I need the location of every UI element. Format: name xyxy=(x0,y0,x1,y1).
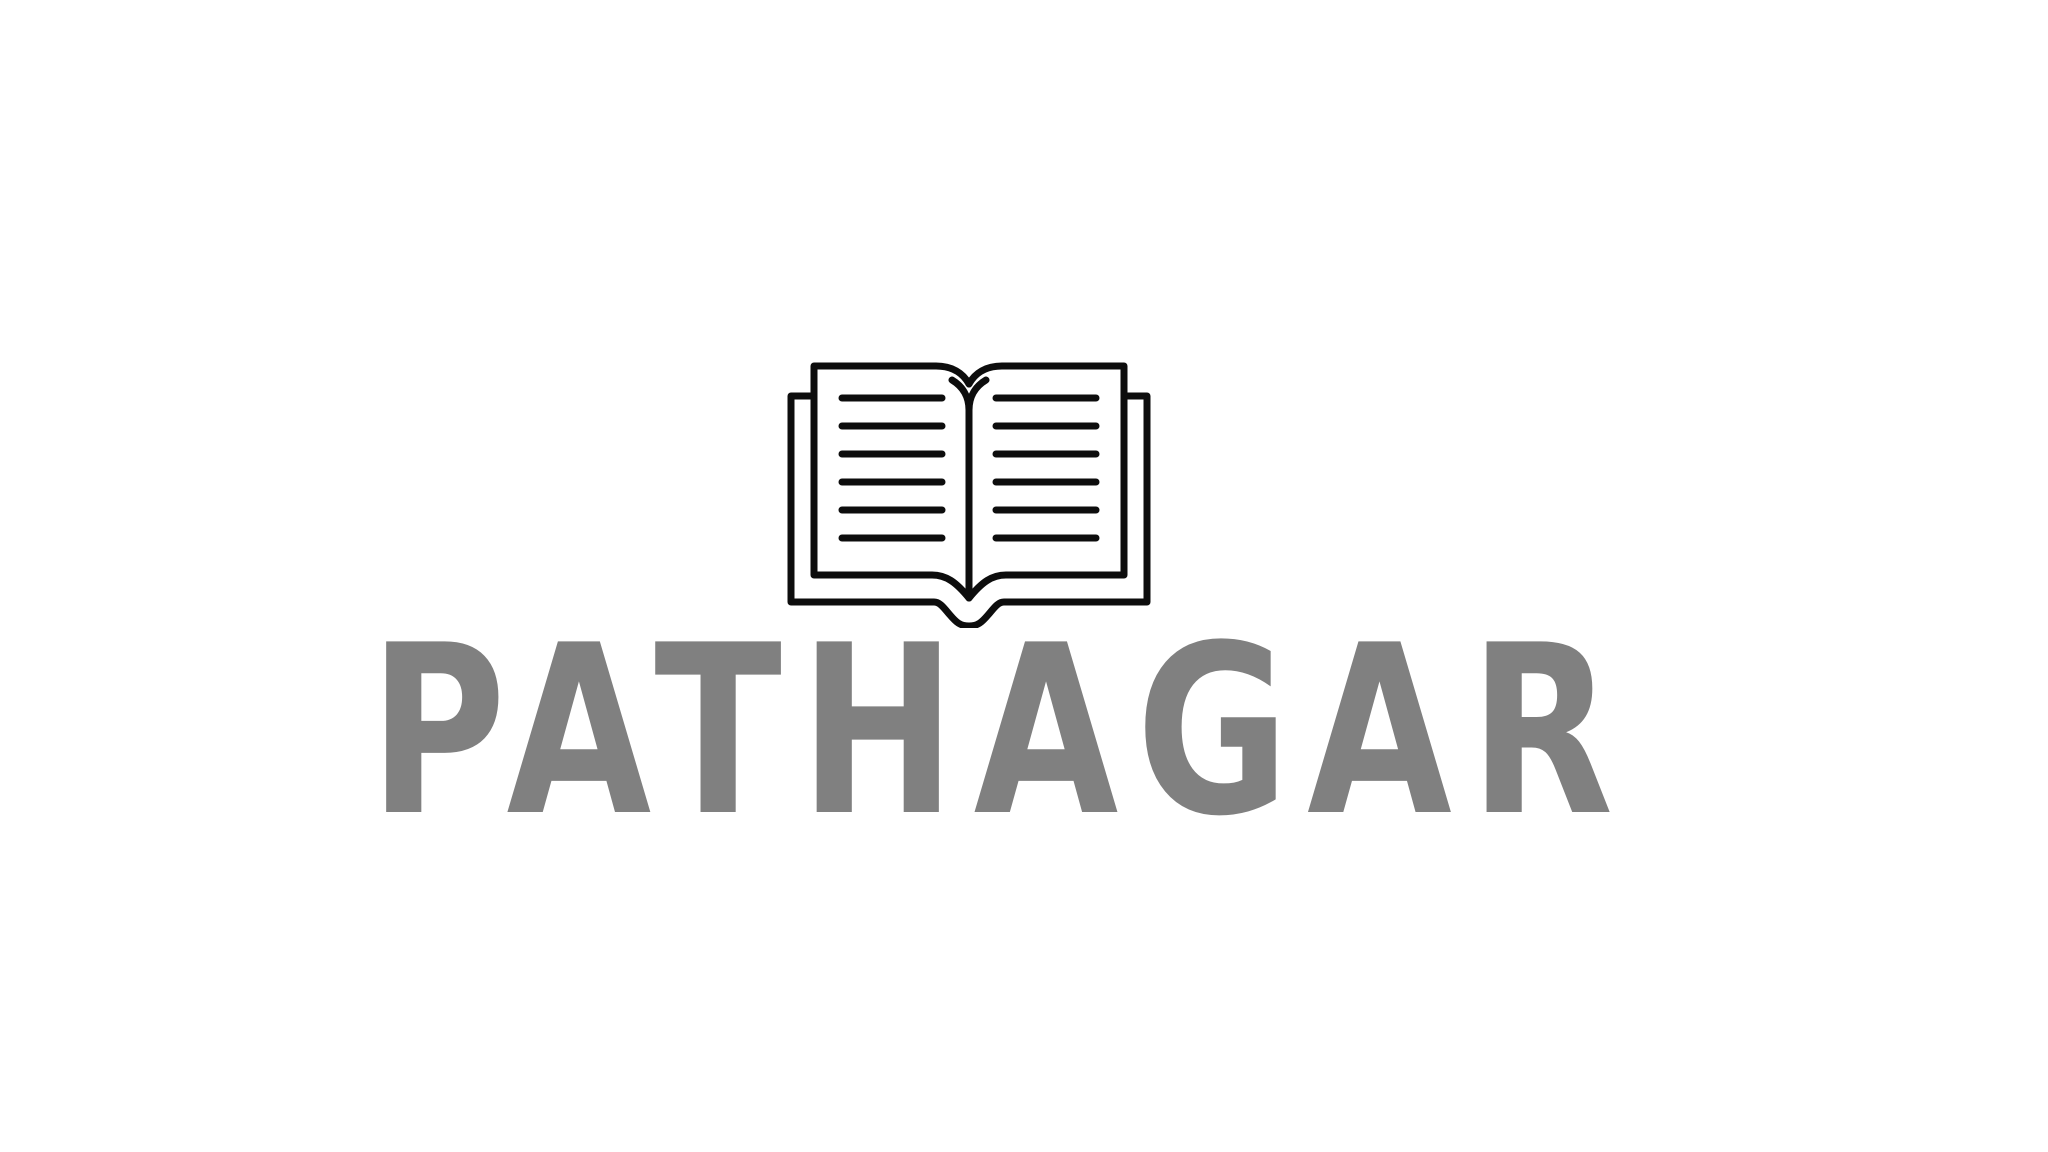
book-cover-outline xyxy=(787,392,1151,628)
open-book-icon xyxy=(787,362,1151,628)
book-left-page xyxy=(810,362,973,602)
brand-name: PATHAGAR xyxy=(369,612,1631,822)
wordmark: PATHAGAR xyxy=(369,612,1631,822)
book-right-page xyxy=(965,362,1128,602)
